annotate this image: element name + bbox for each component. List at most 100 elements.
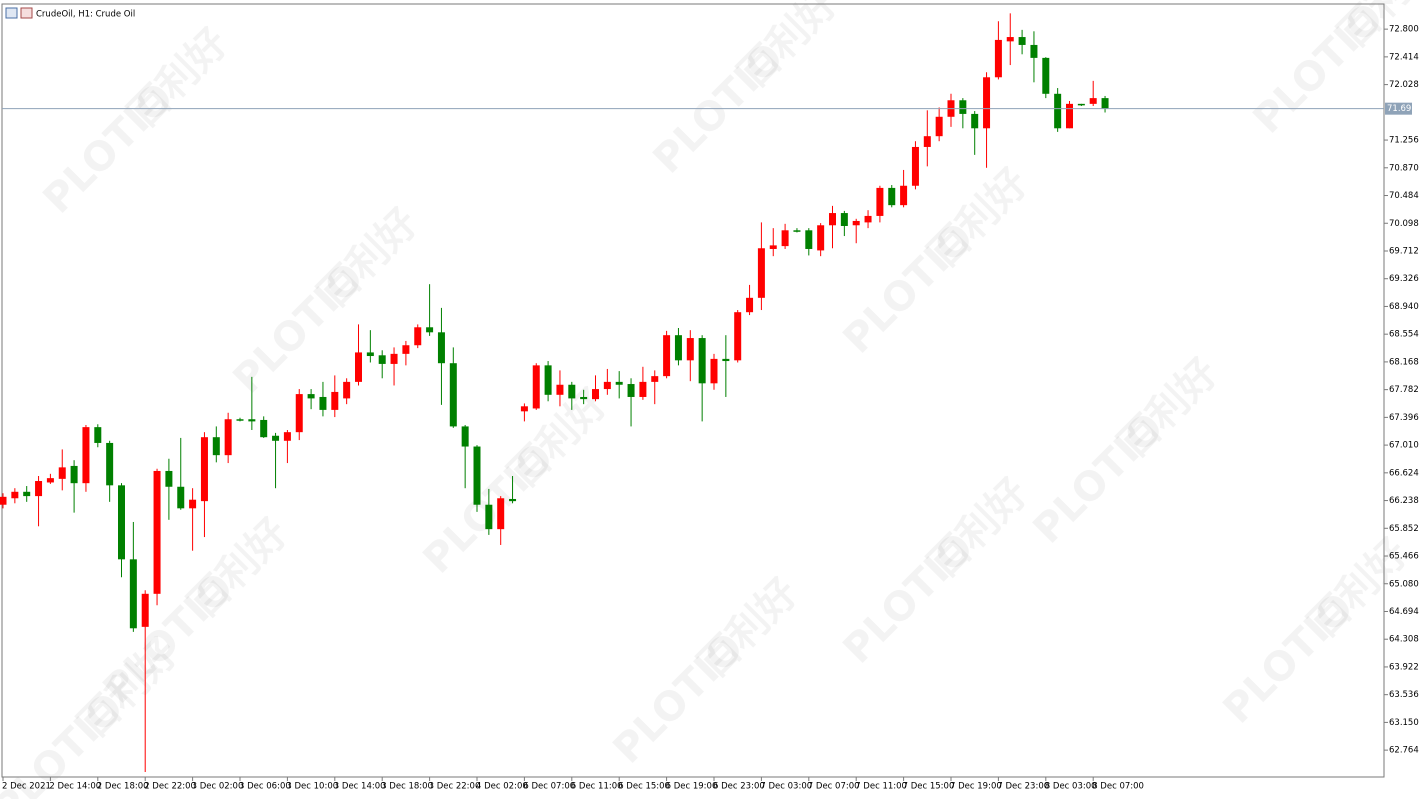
x-tick-label: 6 Dec 19:00 bbox=[666, 782, 718, 792]
price-label: 71.693 bbox=[1387, 104, 1417, 114]
candle-body bbox=[1101, 98, 1109, 109]
candle-body bbox=[295, 394, 303, 433]
y-tick-label: 67.010 bbox=[1389, 441, 1419, 451]
candle-body bbox=[722, 358, 730, 362]
candle-body bbox=[200, 437, 208, 502]
y-tick-label: 65.852 bbox=[1389, 524, 1419, 534]
x-tick-label: 3 Dec 22:00 bbox=[429, 782, 481, 792]
watermark-text: 百利好 bbox=[120, 20, 237, 137]
y-tick-label: 63.150 bbox=[1389, 718, 1419, 728]
candle-body bbox=[153, 470, 161, 594]
candle-body bbox=[746, 297, 754, 313]
candle-body bbox=[994, 39, 1002, 78]
candle-body bbox=[639, 381, 647, 397]
candle-body bbox=[260, 419, 268, 438]
y-tick-label: 63.536 bbox=[1389, 690, 1419, 700]
candle-body bbox=[177, 486, 185, 509]
candle-body bbox=[793, 230, 801, 232]
candle-body bbox=[1089, 98, 1097, 104]
candle-body bbox=[355, 352, 362, 382]
y-tick-label: 63.922 bbox=[1389, 662, 1419, 672]
candle-body bbox=[272, 435, 280, 441]
candle-body bbox=[663, 335, 671, 377]
x-tick-label: 6 Dec 23:00 bbox=[713, 782, 765, 792]
chart-title: CrudeOil, H1: Crude Oil bbox=[36, 10, 135, 20]
y-tick-label: 70.870 bbox=[1389, 163, 1419, 173]
candle-body bbox=[343, 381, 351, 399]
candle-body bbox=[911, 146, 919, 186]
candle-body bbox=[212, 437, 220, 456]
candle-body bbox=[971, 113, 979, 129]
candle-body bbox=[94, 427, 102, 443]
candle-body bbox=[864, 215, 872, 223]
watermark-text: 百利好 bbox=[310, 200, 427, 317]
x-tick-label: 2 Dec 22:00 bbox=[144, 782, 196, 792]
candle-body bbox=[224, 419, 232, 456]
candle-body bbox=[1054, 93, 1062, 129]
x-tick-label: 2 Dec 18:00 bbox=[97, 782, 149, 792]
candle-body bbox=[781, 230, 789, 247]
candle-body bbox=[11, 491, 19, 499]
watermark-text: 百利好 bbox=[1110, 350, 1227, 467]
chart-icon bbox=[5, 7, 18, 19]
candle-body bbox=[402, 345, 410, 354]
candle-body bbox=[497, 498, 505, 530]
x-tick-label: 7 Dec 19:00 bbox=[950, 782, 1002, 792]
x-tick-label: 6 Dec 15:00 bbox=[618, 782, 670, 792]
candle-body bbox=[165, 470, 173, 487]
candle-body bbox=[331, 391, 339, 410]
y-tick-label: 67.396 bbox=[1389, 413, 1419, 423]
candle-body bbox=[1066, 103, 1073, 129]
candle-body bbox=[0, 496, 7, 505]
candle-body bbox=[426, 327, 434, 333]
candle-body bbox=[1042, 57, 1050, 94]
y-tick-label: 70.098 bbox=[1389, 219, 1419, 229]
candle-body bbox=[876, 187, 884, 216]
x-tick-label: 4 Dec 02:00 bbox=[476, 782, 528, 792]
candle-body bbox=[461, 426, 469, 447]
y-tick-label: 67.782 bbox=[1389, 385, 1419, 395]
x-tick-label: 6 Dec 11:00 bbox=[571, 782, 623, 792]
candle-body bbox=[1006, 37, 1014, 42]
x-tick-label: 2 Dec 2021 bbox=[2, 782, 51, 792]
y-tick-label: 69.326 bbox=[1389, 274, 1419, 284]
candle-body bbox=[580, 396, 588, 400]
candle-body bbox=[23, 491, 31, 497]
candle-body bbox=[129, 559, 137, 629]
candle-body bbox=[627, 384, 635, 397]
candle-body bbox=[769, 245, 777, 249]
y-tick-label: 68.940 bbox=[1389, 302, 1419, 312]
x-tick-label: 8 Dec 07:00 bbox=[1092, 782, 1144, 792]
candle-body bbox=[532, 365, 540, 409]
x-tick-label: 6 Dec 07:00 bbox=[523, 782, 575, 792]
watermark-text: 百利好 bbox=[730, 0, 847, 97]
candle-body bbox=[449, 363, 457, 427]
candle-body bbox=[58, 467, 66, 479]
y-tick-label: 62.764 bbox=[1389, 746, 1419, 756]
y-tick-label: 66.624 bbox=[1389, 468, 1419, 478]
x-tick-label: 8 Dec 03:00 bbox=[1045, 782, 1097, 792]
x-tick-label: 3 Dec 10:00 bbox=[286, 782, 338, 792]
y-tick-label: 72.028 bbox=[1389, 80, 1419, 90]
y-tick-label: 69.712 bbox=[1389, 246, 1419, 256]
candle-body bbox=[829, 213, 836, 226]
x-tick-label: 7 Dec 23:00 bbox=[997, 782, 1049, 792]
y-tick-label: 68.554 bbox=[1389, 330, 1419, 340]
candle-body bbox=[414, 327, 422, 346]
candle-body bbox=[817, 225, 825, 251]
candle-body bbox=[509, 498, 517, 502]
candle-body bbox=[189, 499, 197, 509]
candle-body bbox=[983, 77, 991, 129]
candle-body bbox=[1030, 44, 1038, 58]
candle-body bbox=[852, 220, 860, 226]
candle-body bbox=[651, 376, 659, 382]
candle-body bbox=[556, 384, 564, 395]
candle-body bbox=[888, 187, 896, 206]
candle-body bbox=[366, 352, 374, 357]
candle-body bbox=[674, 335, 682, 361]
y-tick-label: 72.414 bbox=[1389, 52, 1419, 62]
watermark-text: 百利好 bbox=[920, 160, 1037, 277]
candle-body bbox=[70, 465, 78, 484]
candle-body bbox=[615, 381, 623, 385]
